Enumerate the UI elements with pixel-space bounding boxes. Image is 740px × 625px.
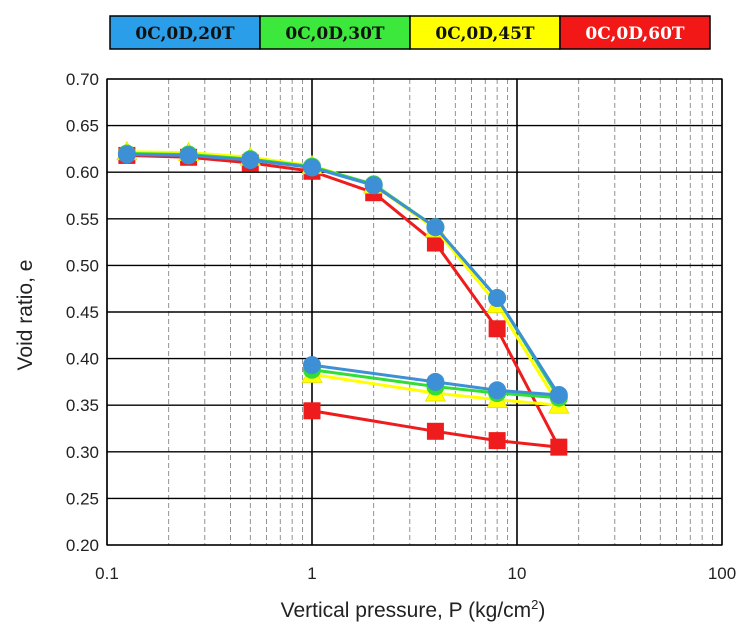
legend-item: 0C,0D,20T	[109, 15, 261, 50]
legend-label: 0C,0D,20T	[135, 24, 235, 44]
legend-item: 0C,0D,60T	[559, 15, 711, 50]
legend-label: 0C,0D,45T	[435, 24, 535, 44]
x-axis-label-main: Vertical pressure, P (kg/cm	[281, 599, 532, 622]
legend-item: 0C,0D,45T	[409, 15, 561, 50]
y-tick-labels: 0.20 0.25 0.30 0.35 0.40 0.45 0.50 0.55 0.60 0.65…	[66, 70, 99, 555]
y-tick-label: 0.45	[66, 303, 99, 322]
y-tick-label: 0.65	[66, 117, 99, 136]
loading-curve	[126, 150, 561, 406]
data-point-square	[488, 432, 506, 450]
major-gridlines	[106, 78, 723, 546]
data-point-circle	[549, 385, 568, 404]
y-tick-label: 0.50	[66, 256, 99, 275]
series-0C,0D,20T	[117, 145, 568, 404]
y-tick-label: 0.55	[66, 210, 99, 229]
plot-frame	[106, 78, 723, 546]
data-point-circle	[488, 381, 507, 400]
x-axis-label: Vertical pressure, P (kg/cm2)	[281, 597, 546, 622]
legend-item: 0C,0D,30T	[259, 15, 411, 50]
x-axis-label-tail: )	[538, 599, 545, 622]
y-tick-label: 0.30	[66, 443, 99, 462]
x-tick-label: 1	[307, 564, 316, 583]
x-tick-labels: 0.1 1 10 100	[95, 564, 736, 583]
data-point-square	[488, 320, 506, 338]
data-point-circle	[426, 218, 445, 237]
y-tick-label: 0.25	[66, 489, 99, 508]
unloading-curve	[311, 409, 560, 449]
y-tick-label: 0.70	[66, 70, 99, 89]
data-point-square	[303, 402, 321, 420]
x-axis-label-sup: 2	[531, 597, 538, 612]
x-tick-label: 100	[708, 564, 736, 583]
y-tick-label: 0.40	[66, 350, 99, 369]
legend-swatch	[409, 15, 561, 50]
y-tick-label: 0.20	[66, 536, 99, 555]
loading-curve	[126, 152, 561, 396]
legend-label: 0C,0D,60T	[585, 24, 685, 44]
x-tick-label: 0.1	[95, 564, 119, 583]
data-point-square	[550, 438, 568, 456]
unloading-curve	[311, 363, 559, 397]
y-tick-label: 0.35	[66, 396, 99, 415]
data-point-square	[426, 422, 444, 440]
legend-label: 0C,0D,30T	[285, 24, 385, 44]
legend: 0C,0D,20T 0C,0D,30T 0C,0D,45T 0C,0D,60T	[109, 15, 711, 50]
data-point-circle	[241, 151, 260, 170]
data-point-circle	[179, 146, 198, 165]
data-point-circle	[426, 372, 445, 391]
data-point-circle	[303, 356, 321, 375]
unloading-curve	[311, 368, 559, 400]
legend-swatch	[559, 15, 711, 50]
series-0C,0D,30T	[117, 144, 568, 407]
loading-curve	[126, 153, 561, 448]
data-point-circle	[117, 145, 136, 164]
series-layer	[116, 140, 570, 456]
legend-swatch	[109, 15, 261, 50]
data-point-square	[426, 234, 444, 252]
x-tick-label: 10	[508, 564, 527, 583]
y-tick-label: 0.60	[66, 163, 99, 182]
data-point-circle	[364, 176, 383, 195]
data-point-circle	[303, 158, 321, 177]
data-point-circle	[488, 289, 507, 308]
loading-curve	[126, 152, 561, 399]
legend-swatch	[259, 15, 411, 50]
unloading-curve	[311, 372, 559, 407]
y-axis-label: Void ratio, e	[14, 260, 37, 371]
